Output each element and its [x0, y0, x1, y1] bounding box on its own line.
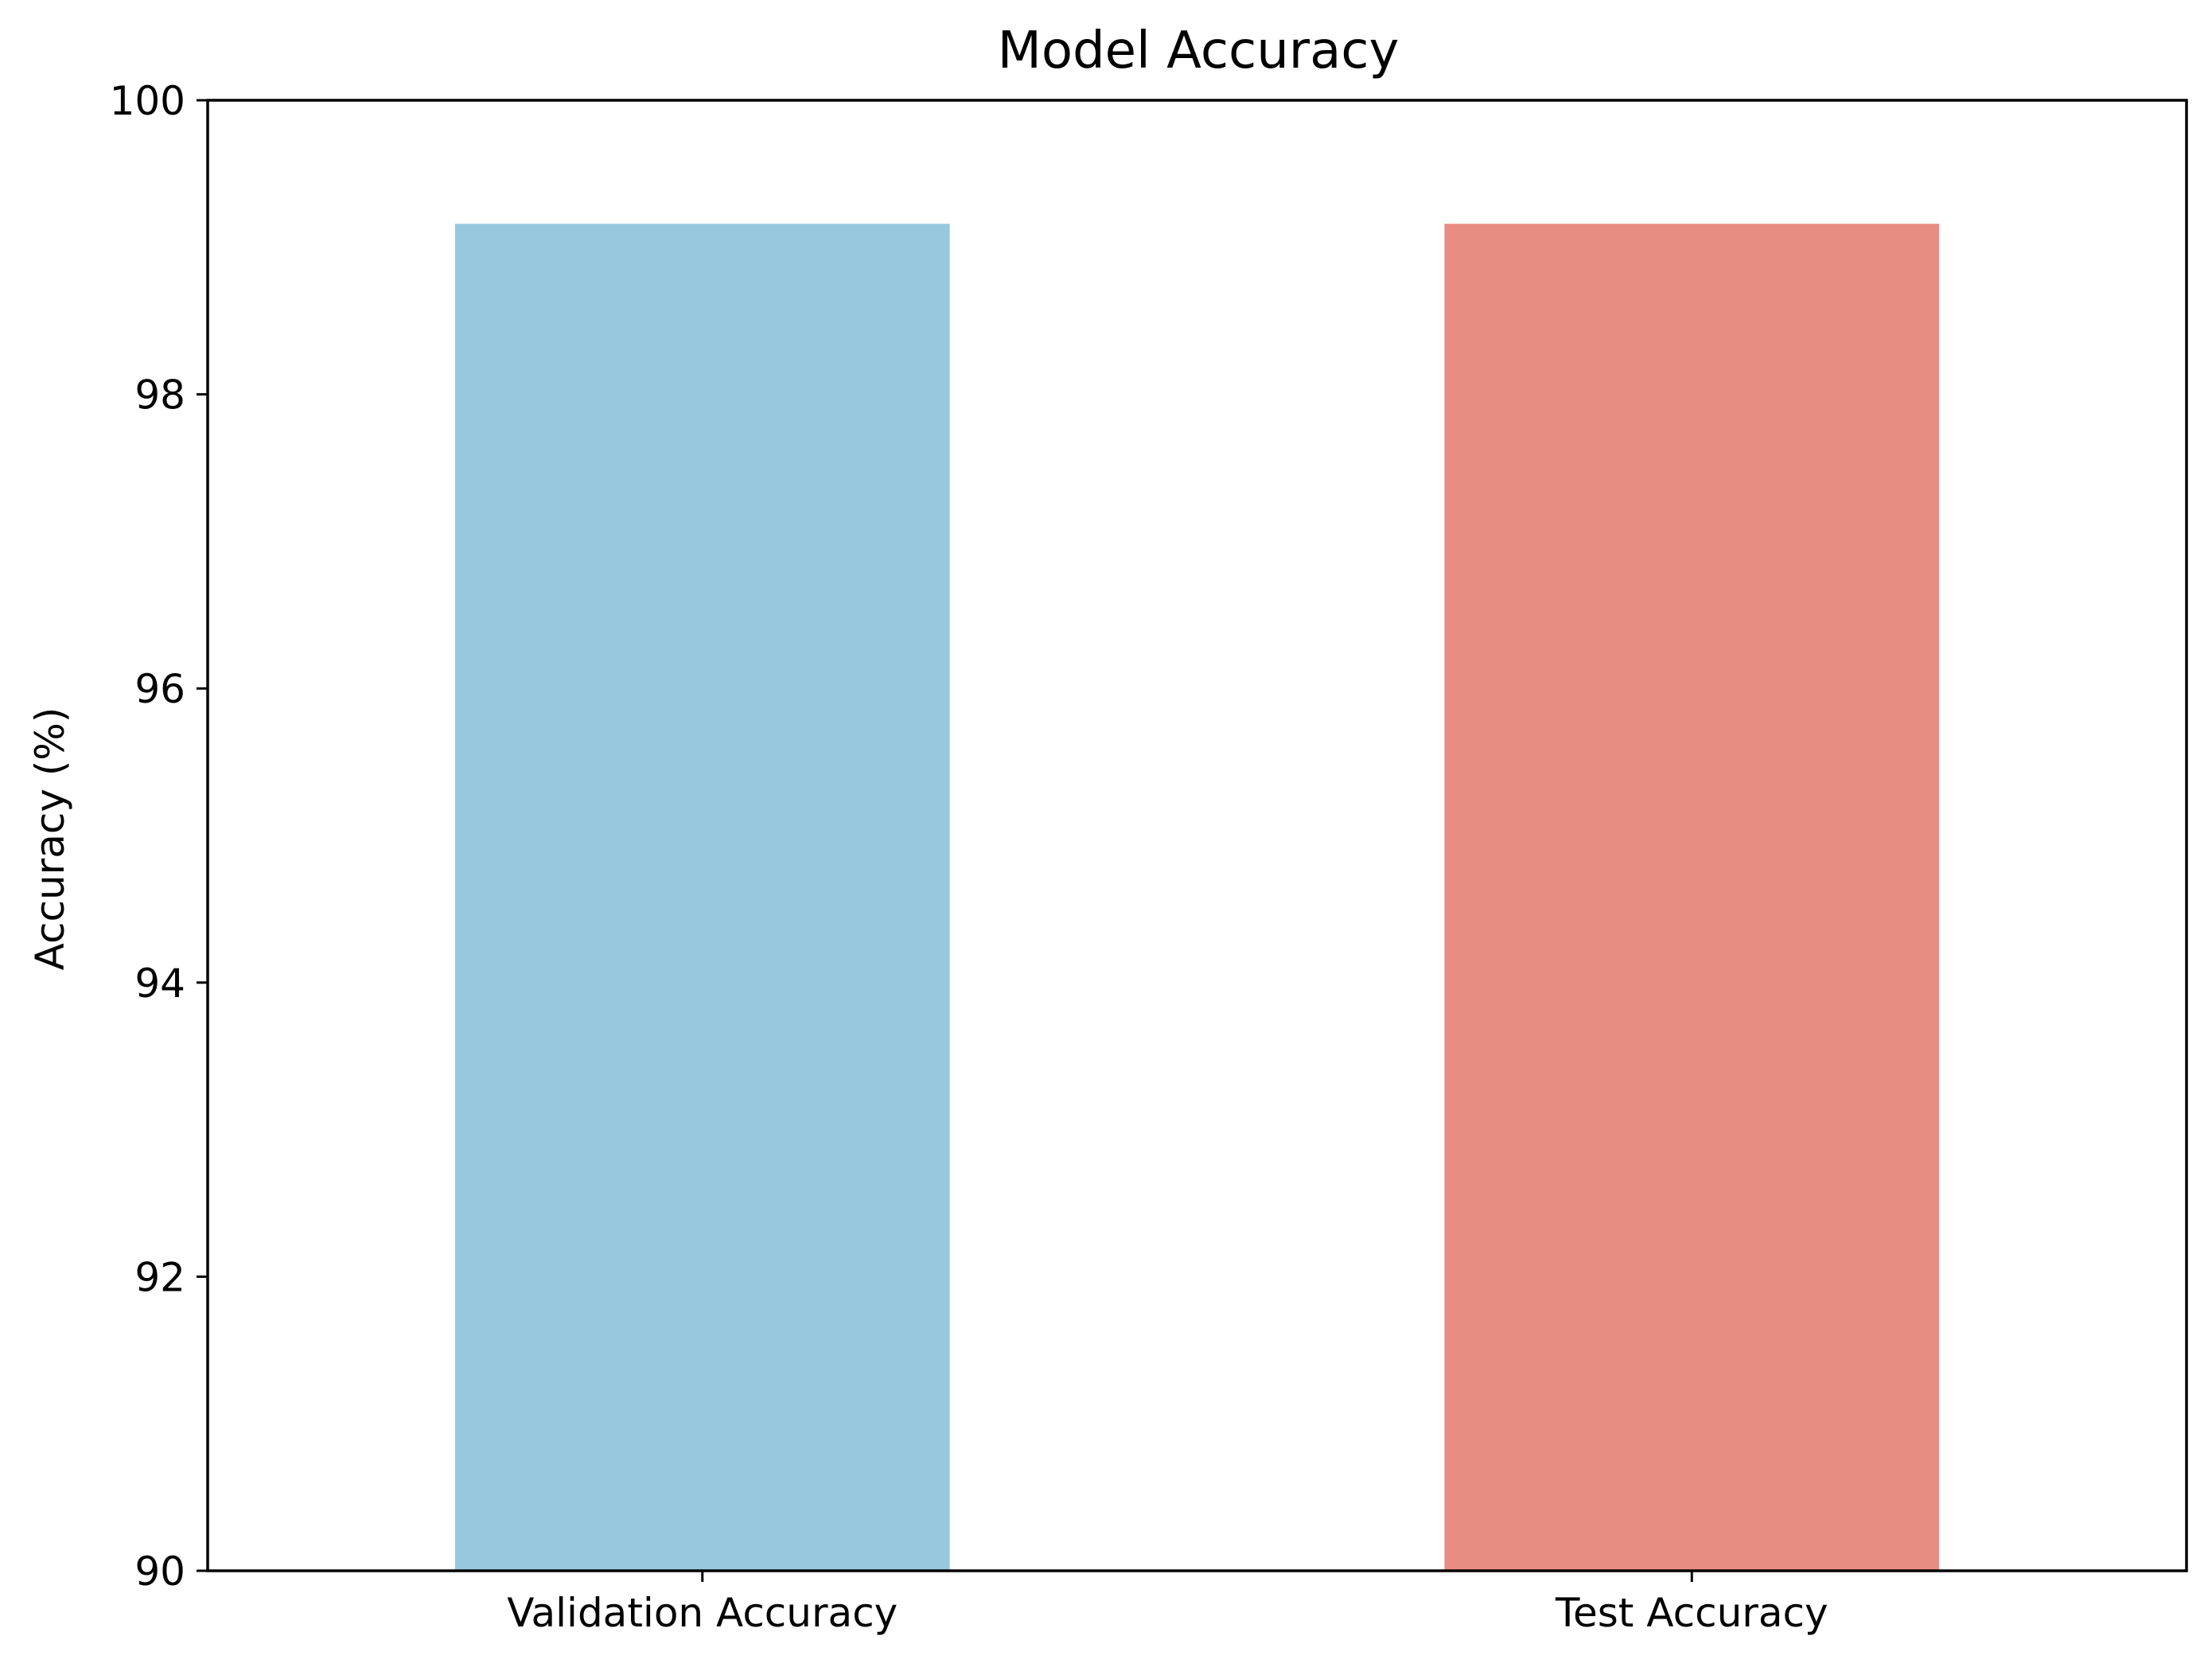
y-axis-label: Accuracy (%): [27, 707, 73, 971]
x-tick-label: Test Accuracy: [1555, 1590, 1828, 1636]
y-tick-label: 98: [134, 372, 185, 419]
bars: [454, 224, 1940, 1572]
y-tick-label: 96: [134, 666, 185, 712]
x-tick-label: Validation Accuracy: [507, 1590, 898, 1636]
x-axis-ticks: Validation Accuracy Test Accuracy: [507, 1571, 1828, 1636]
plot-area-frame: [206, 99, 2188, 1572]
bar-validation-accuracy: [454, 224, 950, 1572]
chart-title: Model Accuracy: [998, 21, 1400, 80]
y-tick-label: 90: [134, 1548, 185, 1595]
y-tick-label: 94: [134, 960, 185, 1007]
bar-test-accuracy: [1444, 224, 1940, 1572]
y-tick-label: 100: [110, 78, 185, 124]
y-tick-label: 92: [134, 1254, 185, 1300]
y-axis-ticks: 90 92 94 96 98 100: [110, 78, 208, 1595]
